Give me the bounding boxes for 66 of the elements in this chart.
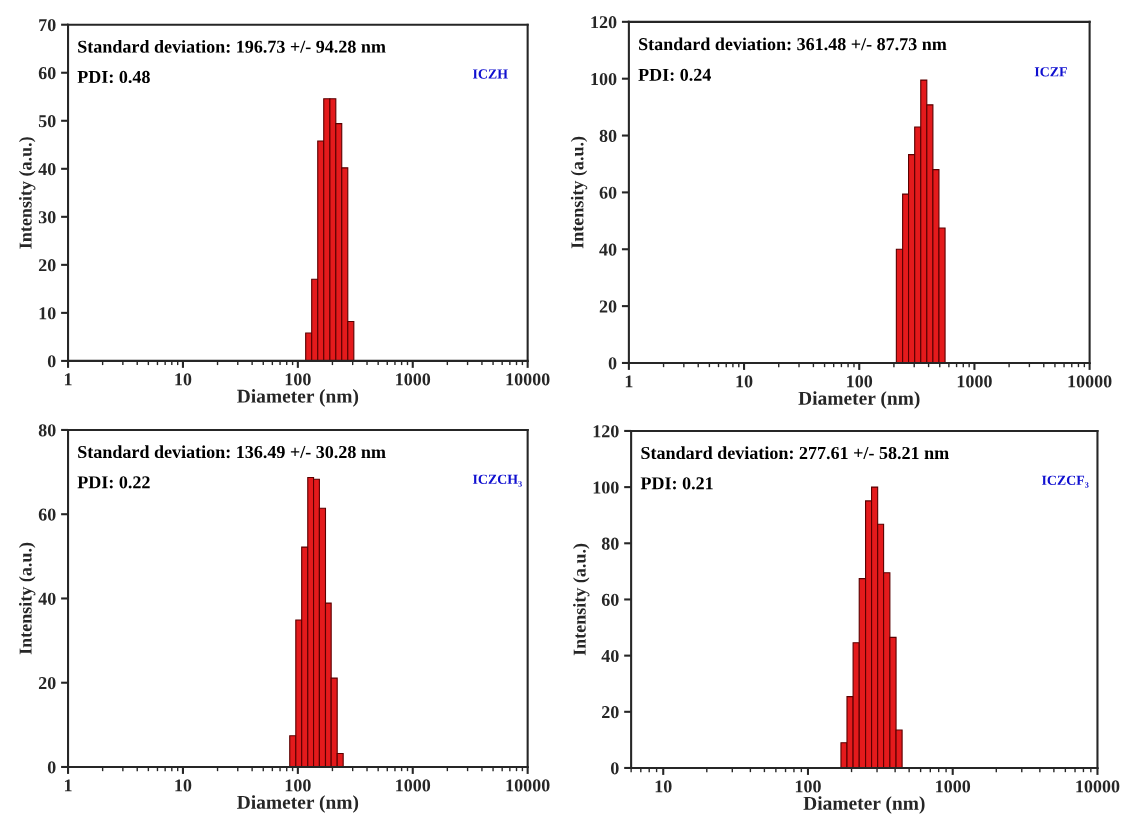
y-tick-label: 80 [599, 129, 617, 142]
x-tick-label: 10000 [506, 373, 550, 386]
x-tick-label: 1000 [396, 373, 431, 386]
y-tick-label: 0 [47, 761, 56, 774]
x-tick-label: 10000 [1076, 780, 1120, 793]
y-tick-label: 0 [610, 762, 619, 775]
y-tick-label: 40 [38, 163, 56, 176]
x-tick-label: 100 [285, 779, 311, 792]
x-tick-label: 1000 [396, 779, 431, 792]
annotation: ICZF [1034, 67, 1067, 77]
y-tick-label: 60 [599, 186, 617, 199]
x-tick-label: 1 [64, 779, 72, 792]
x-tick-label: 100 [795, 780, 821, 793]
y-tick-label: 70 [39, 18, 56, 32]
y-tick-label: 0 [608, 357, 617, 370]
y-axis-title: Intensity (a.u.) [18, 137, 36, 249]
y-tick-label: 100 [591, 72, 617, 86]
x-axis-title: Diameter (nm) [798, 391, 920, 409]
x-tick-label: 1000 [936, 780, 971, 793]
y-tick-label: 80 [601, 537, 619, 550]
annotation: ICZH [472, 69, 508, 79]
y-tick-label: 40 [38, 592, 56, 605]
x-tick-label: 1 [64, 373, 72, 386]
x-tick-label: 100 [285, 373, 311, 386]
x-tick-label: 10 [655, 780, 672, 793]
annotation: Standard deviation: 136.49 +/- 30.28 nm [78, 445, 386, 459]
y-tick-label: 20 [602, 706, 619, 719]
annotation: Standard deviation: 361.48 +/- 87.73 nm [639, 37, 947, 51]
x-tick-label: 100 [847, 375, 873, 388]
x-axis-title: Diameter (nm) [803, 796, 925, 814]
y-tick-label: 60 [38, 508, 56, 521]
x-tick-label: 10 [736, 375, 753, 388]
y-tick-label: 10 [39, 307, 56, 320]
x-tick-label: 10 [175, 779, 192, 792]
y-tick-label: 20 [599, 300, 617, 313]
y-tick-label: 0 [47, 355, 56, 368]
y-tick-label: 100 [593, 481, 619, 494]
annotation: PDI: 0.21 [640, 477, 713, 490]
y-tick-label: 20 [38, 259, 56, 272]
y-tick-label: 60 [601, 593, 619, 606]
x-tick-label: 10000 [506, 779, 550, 792]
y-axis-title: Intensity (a.u.) [570, 136, 588, 249]
y-tick-label: 120 [593, 425, 619, 438]
x-axis-title: Diameter (nm) [237, 389, 359, 407]
y-tick-label: 50 [38, 115, 56, 128]
y-tick-label: 30 [38, 211, 56, 224]
annotation: PDI: 0.22 [77, 476, 150, 489]
x-tick-label: 10000 [1068, 375, 1112, 388]
x-tick-label: 1 [625, 375, 633, 388]
x-axis-title: Diameter (nm) [237, 795, 359, 813]
y-tick-label: 120 [591, 16, 617, 29]
y-axis-title: Intensity (a.u.) [573, 543, 590, 656]
annotation: Standard deviation: 277.61 +/- 58.21 nm [641, 446, 949, 460]
annotation: ICZCF₃ [1041, 475, 1089, 488]
annotation: PDI: 0.24 [638, 68, 711, 82]
annotation: PDI: 0.48 [77, 70, 150, 84]
annotation: Standard deviation: 196.73 +/- 94.28 nm [78, 40, 386, 53]
y-tick-label: 80 [38, 424, 56, 437]
x-tick-label: 10 [175, 373, 192, 386]
y-tick-label: 20 [38, 676, 56, 690]
annotation: ICZCH₃ [472, 474, 522, 487]
y-tick-label: 40 [599, 243, 617, 256]
y-tick-label: 40 [601, 649, 619, 663]
y-tick-label: 60 [38, 67, 56, 80]
y-axis-title: Intensity (a.u.) [18, 542, 36, 655]
x-tick-label: 1000 [957, 375, 992, 388]
